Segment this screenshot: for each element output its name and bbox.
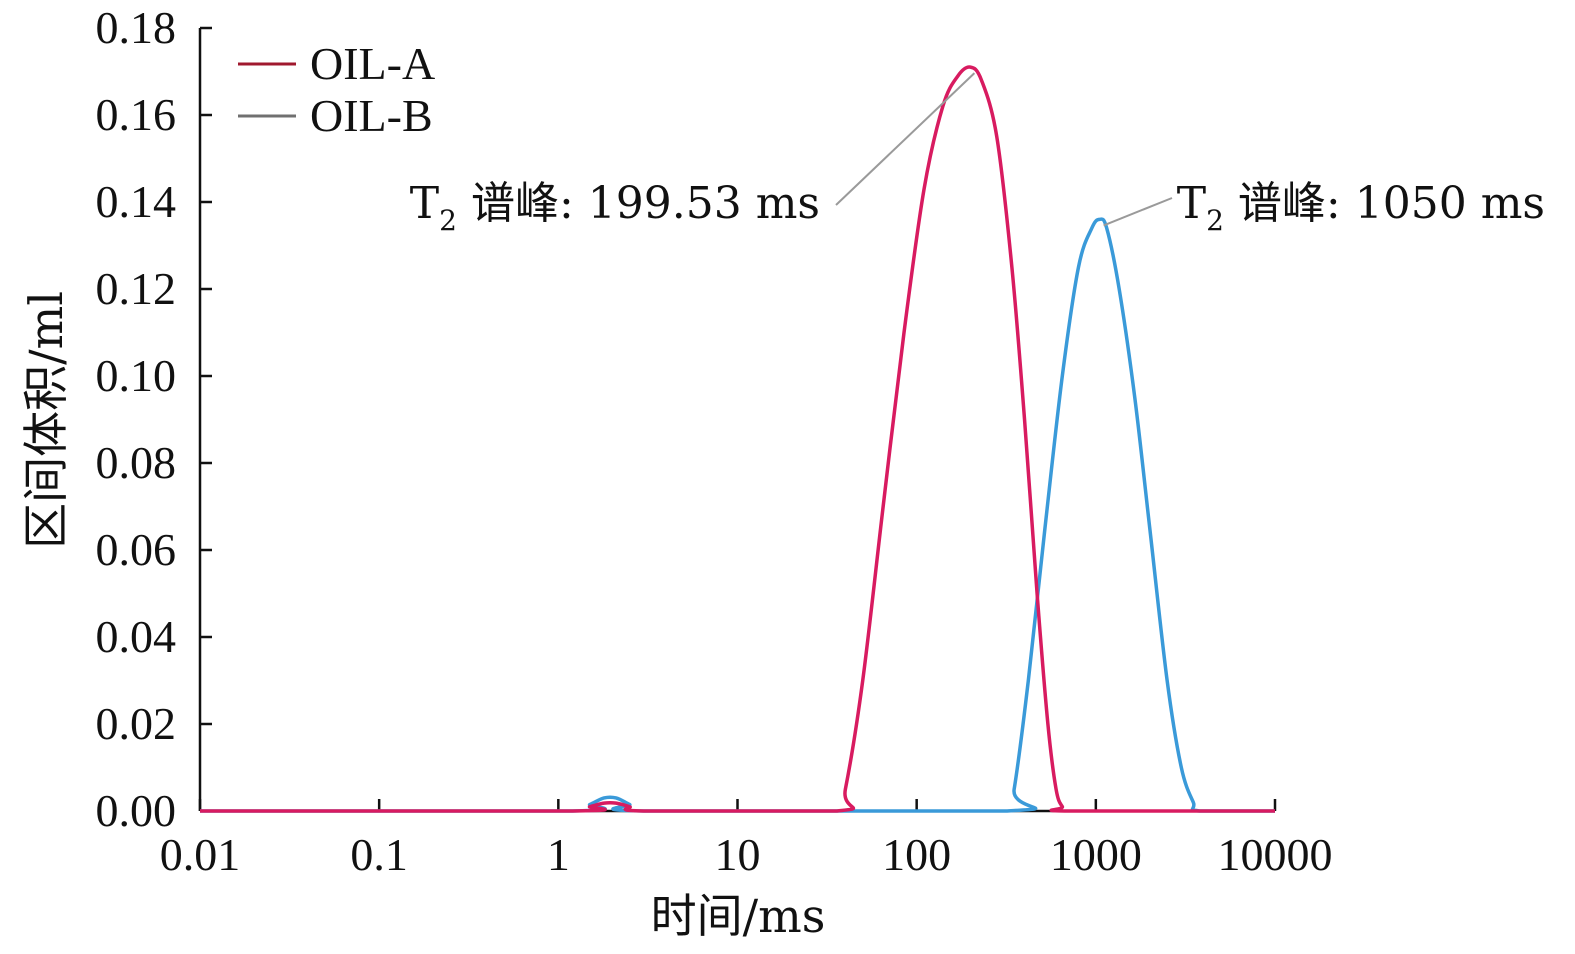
y-tick-label: 0.04 <box>96 611 177 662</box>
y-tick-label: 0.16 <box>96 89 177 140</box>
x-tick-label: 0.1 <box>350 829 408 880</box>
y-tick-label: 0.14 <box>96 176 177 227</box>
x-tick-label: 1 <box>547 829 570 880</box>
x-tick-label: 10000 <box>1218 829 1333 880</box>
x-tick-label: 100 <box>882 829 951 880</box>
legend-label: OIL-B <box>310 90 433 141</box>
y-tick-label: 0.08 <box>96 437 177 488</box>
series-oil-b-line <box>200 217 1275 813</box>
axes: 0.00 0.02 0.04 0.06 0.08 0.10 0.12 0.14 0.16 0.18… <box>96 2 1333 880</box>
x-axis-title: 时间/ms <box>651 889 826 943</box>
series-layer <box>200 65 1275 813</box>
y-tick-label: 0.00 <box>96 785 177 836</box>
y-axis-title: 区间体积/ml <box>19 291 73 549</box>
x-tick-label: 10 <box>715 829 761 880</box>
y-tick-label: 0.02 <box>96 698 177 749</box>
y-tick-label: 0.10 <box>96 350 177 401</box>
legend-label: OIL-A <box>310 38 435 89</box>
y-tick-label: 0.12 <box>96 263 177 314</box>
annotation-leader-line <box>835 72 976 206</box>
y-tick-label: 0.18 <box>96 2 177 53</box>
annotation-leader-line <box>1103 197 1173 227</box>
peak-annotation: T2 谱峰: 1050 ms <box>1177 178 1545 237</box>
annotation-layer: T2 谱峰: 199.53 ms T2 谱峰: 1050 ms <box>410 72 1545 237</box>
y-tick-label: 0.06 <box>96 524 177 575</box>
x-tick-label: 1000 <box>1050 829 1142 880</box>
series-oil-a-line <box>200 65 1275 813</box>
x-tick-label: 0.01 <box>160 829 241 880</box>
peak-annotation: T2 谱峰: 199.53 ms <box>410 178 820 237</box>
